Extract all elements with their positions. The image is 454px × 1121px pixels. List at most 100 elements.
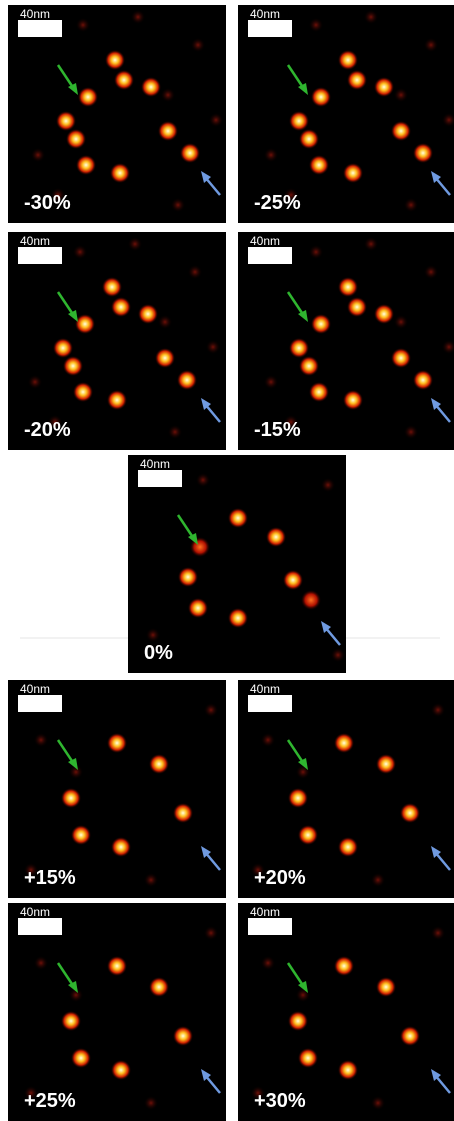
strain-label: -15% xyxy=(254,419,301,441)
spot xyxy=(61,1011,81,1031)
panel-background xyxy=(238,5,454,223)
spot xyxy=(110,163,130,183)
spot xyxy=(34,956,48,970)
scale-bar-label: 40nm xyxy=(20,905,50,919)
spot xyxy=(338,1060,358,1080)
spot xyxy=(76,18,90,32)
spot xyxy=(105,50,125,70)
spot xyxy=(400,803,420,823)
strain-label: +20% xyxy=(254,867,306,889)
spot xyxy=(288,1011,308,1031)
spot xyxy=(177,370,197,390)
scale-bar xyxy=(18,20,62,37)
scale-bar-label: 40nm xyxy=(20,682,50,696)
spot xyxy=(299,129,319,149)
spot xyxy=(111,297,131,317)
spot xyxy=(266,527,286,547)
spot xyxy=(261,956,275,970)
figure: 40nm-30%40nm-25%40nm-20%40nm-15%40nm0%40… xyxy=(0,0,454,1121)
spot xyxy=(168,425,182,439)
spot xyxy=(71,1048,91,1068)
spot xyxy=(155,348,175,368)
strain-label: -30% xyxy=(24,192,71,214)
panel-background xyxy=(8,903,226,1121)
spot xyxy=(424,265,438,279)
spot xyxy=(78,87,98,107)
spot xyxy=(413,370,433,390)
spot xyxy=(296,988,310,1002)
scale-bar xyxy=(18,695,62,712)
spot xyxy=(158,121,178,141)
spot xyxy=(138,304,158,324)
spot xyxy=(309,155,329,175)
spot xyxy=(391,121,411,141)
spot xyxy=(343,390,363,410)
spot xyxy=(404,198,418,212)
spot xyxy=(107,390,127,410)
spot xyxy=(321,478,335,492)
spot xyxy=(76,155,96,175)
spot xyxy=(264,148,278,162)
scale-bar xyxy=(248,20,292,37)
spot xyxy=(391,348,411,368)
spot xyxy=(128,237,142,251)
spot xyxy=(191,38,205,52)
spot xyxy=(107,733,127,753)
spot xyxy=(334,956,354,976)
spot xyxy=(228,608,248,628)
scale-bar xyxy=(248,247,292,264)
spot xyxy=(296,765,310,779)
spot xyxy=(31,148,45,162)
spot xyxy=(131,10,145,24)
spot xyxy=(149,754,169,774)
scale-bar xyxy=(18,918,62,935)
strain-label: +15% xyxy=(24,867,76,889)
spot xyxy=(111,1060,131,1080)
spot xyxy=(400,1026,420,1046)
spot xyxy=(283,570,303,590)
panel: 40nm+30% xyxy=(238,903,454,1121)
panel: 40nm +15% xyxy=(8,680,226,898)
spot xyxy=(394,88,408,102)
spot xyxy=(63,356,83,376)
spot xyxy=(338,837,358,857)
spot xyxy=(206,340,220,354)
spot xyxy=(364,237,378,251)
strain-label: -25% xyxy=(254,192,301,214)
panel: 40nm+20% xyxy=(238,680,454,898)
spot xyxy=(111,837,131,857)
spot xyxy=(161,88,175,102)
spot xyxy=(171,198,185,212)
spot xyxy=(173,1026,193,1046)
spot xyxy=(331,648,345,662)
spot xyxy=(347,297,367,317)
spot xyxy=(299,356,319,376)
spot xyxy=(338,277,358,297)
spot xyxy=(413,143,433,163)
spot xyxy=(107,956,127,976)
scale-bar xyxy=(138,470,182,487)
spot xyxy=(289,338,309,358)
scale-bar-label: 40nm xyxy=(250,234,280,248)
strain-label: +25% xyxy=(24,1090,76,1112)
spot xyxy=(374,304,394,324)
panel: 40nm-30% xyxy=(8,5,226,223)
scale-bar xyxy=(248,695,292,712)
spot xyxy=(334,733,354,753)
spot xyxy=(311,87,331,107)
spot xyxy=(173,803,193,823)
panel-background xyxy=(128,455,346,673)
spot xyxy=(228,508,248,528)
panel: 40nm-25% xyxy=(238,5,454,223)
spot xyxy=(364,10,378,24)
panel-background xyxy=(8,680,226,898)
scale-bar-label: 40nm xyxy=(250,905,280,919)
spot xyxy=(61,788,81,808)
spot xyxy=(309,245,323,259)
spot xyxy=(209,113,223,127)
spot xyxy=(144,1096,158,1110)
spot xyxy=(371,1096,385,1110)
spot xyxy=(374,77,394,97)
spot xyxy=(301,590,321,610)
